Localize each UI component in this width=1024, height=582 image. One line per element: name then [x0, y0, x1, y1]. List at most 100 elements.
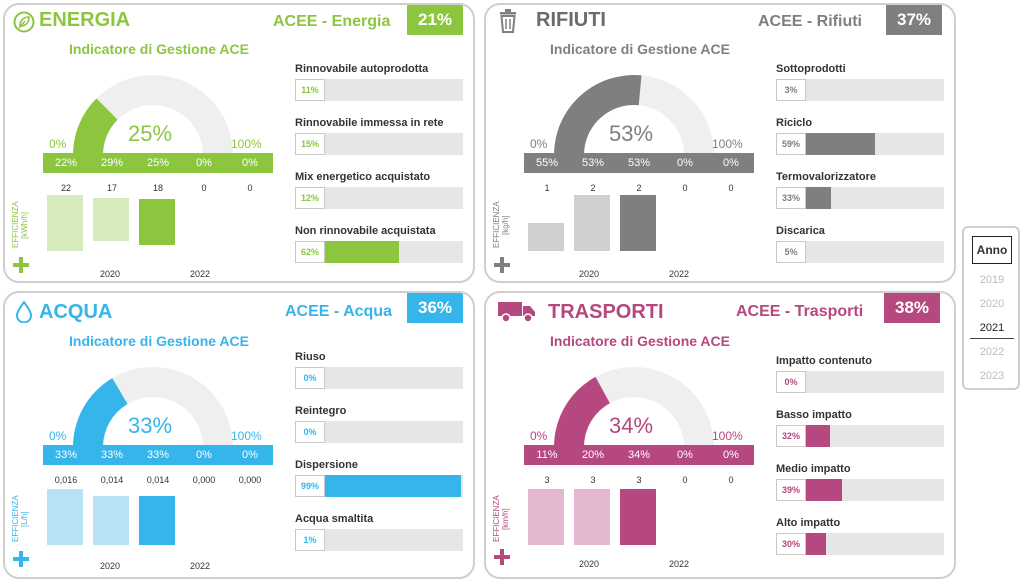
metric-value: 32% [776, 425, 806, 447]
gauge-fill [73, 378, 128, 447]
eff-value: 0,014 [146, 475, 170, 485]
year-axis-end: 2022 [669, 269, 690, 279]
card-title: ENERGIA [39, 9, 131, 31]
eff-value: 2 [590, 183, 596, 193]
metric-label: Alto impatto [776, 517, 841, 529]
efficiency-bar [139, 199, 175, 245]
metric-progress-track: 62% [295, 241, 463, 263]
gauge-min-label: 0% [530, 429, 548, 443]
plus-icon[interactable] [13, 551, 29, 567]
gauge-subtitle: Indicatore di Gestione ACE [69, 333, 249, 349]
metric-row: Dispersione 99% [295, 459, 467, 499]
slicer-title: Anno [972, 236, 1012, 264]
acee-pct-badge: 21% [407, 5, 463, 35]
slicer-year-2019[interactable]: 2019 [979, 274, 1005, 286]
eff-value: 0 [682, 475, 688, 485]
slicer-year-2020[interactable]: 2020 [979, 298, 1005, 310]
eff-value: 0 [728, 475, 734, 485]
metric-progress-track: 1% [295, 529, 463, 551]
metric-value: 30% [776, 533, 806, 555]
metric-value: 5% [776, 241, 806, 263]
strip-value: 29% [100, 157, 124, 169]
acee-label: ACEE - Acqua [285, 303, 392, 320]
metric-label: Discarica [776, 225, 825, 237]
metric-label: Rinnovabile autoprodotta [295, 63, 429, 75]
gauge-max-label: 100% [231, 429, 262, 443]
eff-value: 3 [636, 475, 642, 485]
year-axis-start: 2020 [100, 269, 121, 279]
metric-value: 0% [776, 371, 806, 393]
efficiency-values: 22 17 18 0 0 [43, 183, 273, 193]
efficiency-label: EFFICIENZA [km/h] [492, 495, 510, 543]
plus-icon[interactable] [494, 257, 510, 273]
metric-label: Reintegro [295, 405, 347, 417]
gauge-value: 53% [608, 121, 654, 146]
acee-pct-badge: 36% [407, 293, 463, 323]
efficiency-label: EFFICIENZA [L/h] [11, 495, 29, 543]
strip-value: 53% [627, 157, 651, 169]
strip-value: 33% [146, 449, 170, 461]
eff-value: 0,016 [54, 475, 78, 485]
year-axis-start: 2020 [579, 559, 600, 569]
eff-value: 18 [152, 183, 163, 193]
metric-row: Non rinnovabile acquistata 62% [295, 225, 467, 265]
metric-label: Dispersione [295, 459, 358, 471]
gauge-chart [554, 367, 714, 447]
strip-value: 0% [723, 157, 739, 169]
metric-row: Rinnovabile autoprodotta 11% [295, 63, 467, 103]
slicer-year-2022[interactable]: 2022 [979, 346, 1005, 358]
metric-progress-track: 0% [776, 371, 944, 393]
metric-row: Sottoprodotti 3% [776, 63, 948, 103]
metric-row: Reintegro 0% [295, 405, 467, 445]
metric-row: Rinnovabile immessa in rete 15% [295, 117, 467, 157]
percentage-strip: 11% 20% 34% 0% 0% [524, 445, 754, 465]
metric-row: Acqua smaltita 1% [295, 513, 467, 553]
percentage-strip: 22% 29% 25% 0% 0% [43, 153, 273, 173]
year-axis-end: 2022 [669, 559, 690, 569]
metric-progress-track: 3% [776, 79, 944, 101]
trasporti-card: TRASPORTI ACEE - Trasporti 38% Indicator… [484, 291, 956, 579]
strip-value: 34% [627, 449, 651, 461]
metric-label: Basso impatto [776, 409, 852, 421]
metric-label: Acqua smaltita [295, 513, 374, 525]
metric-label: Riciclo [776, 117, 813, 129]
acee-label: ACEE - Energia [273, 13, 391, 30]
metric-progress-track: 5% [776, 241, 944, 263]
metric-label: Rinnovabile immessa in rete [295, 117, 444, 129]
gauge-track [73, 75, 233, 155]
plus-icon[interactable] [13, 257, 29, 273]
slicer-year-2023[interactable]: 2023 [979, 370, 1005, 382]
eff-value: 0,000 [238, 475, 262, 485]
card-title: RIFIUTI [536, 9, 606, 31]
metric-label: Riuso [295, 351, 326, 363]
metric-progress-track: 32% [776, 425, 944, 447]
metric-progress-fill [295, 475, 461, 497]
efficiency-bar [93, 496, 129, 545]
metric-value: 39% [776, 479, 806, 501]
strip-value: 20% [581, 449, 605, 461]
efficiency-bar [528, 223, 564, 251]
gauge-max-label: 100% [231, 137, 262, 151]
plus-icon[interactable] [494, 549, 510, 565]
gauge-chart [73, 367, 233, 447]
strip-value: 55% [535, 157, 559, 169]
gauge-fill [72, 98, 118, 155]
efficiency-bars [45, 195, 275, 251]
gauge-max-label: 100% [712, 137, 743, 151]
eff-value: 0 [682, 183, 688, 193]
slicer-year-2021[interactable]: 2021 [970, 322, 1014, 339]
efficiency-bar [47, 489, 83, 545]
eff-value: 0,014 [100, 475, 124, 485]
metric-row: Termovalorizzatore 33% [776, 171, 948, 211]
efficiency-values: 0,016 0,014 0,014 0,000 0,000 [43, 475, 273, 485]
metric-progress-track: 15% [295, 133, 463, 155]
eff-value: 3 [590, 475, 596, 485]
efficiency-bar [93, 198, 129, 241]
gauge-chart [554, 75, 714, 155]
acqua-card: ACQUA ACEE - Acqua 36% Indicatore di Ges… [3, 291, 475, 579]
energia-card: ENERGIA ACEE - Energia 21% Indicatore di… [3, 3, 475, 283]
metric-value: 62% [295, 241, 325, 263]
efficiency-values: 1 2 2 0 0 [524, 183, 754, 193]
metric-row: Medio impatto 39% [776, 463, 948, 503]
strip-value: 0% [242, 157, 258, 169]
